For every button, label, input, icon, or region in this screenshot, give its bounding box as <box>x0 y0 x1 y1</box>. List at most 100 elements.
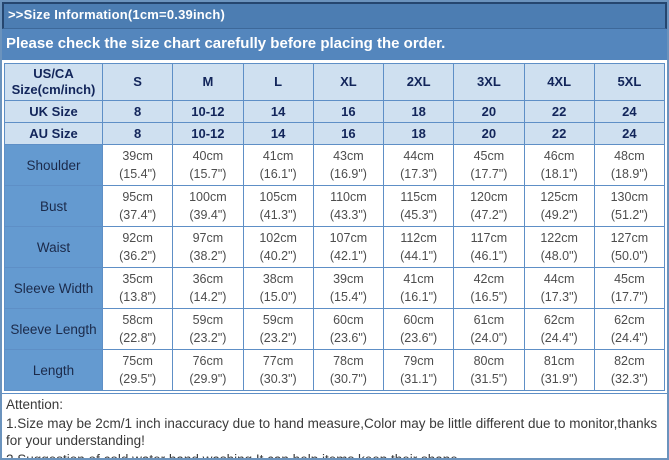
size-column-xl: XL <box>312 63 385 101</box>
value-inch: (24.0") <box>470 331 508 345</box>
measurement-value-cell: 45cm (17.7") <box>593 267 666 309</box>
region-value-cell: 14 <box>242 122 314 145</box>
value-inch: (15.4") <box>329 290 367 304</box>
corner-header-line1: US/CA <box>33 65 74 81</box>
size-table: US/CA Size(cm/inch) S M L XL 2XL 3XL 4XL 5XL UK… <box>4 63 666 391</box>
region-value-cell: 22 <box>523 122 595 145</box>
value-cm: 60cm <box>333 312 364 327</box>
value-inch: (15.7") <box>189 167 227 181</box>
size-columns-row: US/CA Size(cm/inch) S M L XL 2XL 3XL 4XL 5XL <box>4 63 666 101</box>
value-cm: 110cm <box>330 189 367 204</box>
value-inch: (46.1") <box>470 249 508 263</box>
value-cm: 45cm <box>614 271 645 286</box>
value-inch: (42.1") <box>329 249 367 263</box>
value-cm: 97cm <box>192 230 224 245</box>
measurement-value-cell: 62cm (24.4") <box>523 308 595 350</box>
measurement-value-cell: 125cm (49.2") <box>523 185 595 227</box>
size-table-body: UK Size 8 10-12 14 16 18 20 22 24 AU Size 8 10-12 14… <box>4 100 666 391</box>
value-cm: 100cm <box>189 189 227 204</box>
measurement-value-cell: 60cm (23.6") <box>382 308 455 350</box>
value-inch: (29.5") <box>119 372 157 386</box>
value-cm: 59cm <box>262 312 294 327</box>
value-inch: (15.0") <box>259 290 297 304</box>
value-inch: (15.4") <box>119 167 157 181</box>
region-value-cell: 16 <box>312 100 385 123</box>
region-row-au-size: AU Size 8 10-12 14 16 18 20 22 24 <box>4 122 666 145</box>
value-cm: 95cm <box>122 189 153 204</box>
measurement-value-cell: 46cm (18.1") <box>523 144 595 186</box>
measurement-value-cell: 112cm (44.1") <box>382 226 455 268</box>
value-cm: 40cm <box>192 148 224 163</box>
measurement-value-cell: 38cm (15.0") <box>242 267 314 309</box>
value-inch: (23.6") <box>400 331 438 345</box>
region-label-uk-size: UK Size <box>4 100 103 123</box>
value-cm: 39cm <box>333 271 364 286</box>
value-inch: (18.1") <box>540 167 578 181</box>
value-inch: (29.9") <box>189 372 227 386</box>
measurement-value-cell: 59cm (23.2") <box>172 308 244 350</box>
value-cm: 48cm <box>614 148 645 163</box>
measurement-value-cell: 44cm (17.3") <box>382 144 455 186</box>
value-cm: 102cm <box>259 230 297 245</box>
value-inch: (48.0") <box>540 249 578 263</box>
region-value-cell: 10-12 <box>172 100 244 123</box>
value-cm: 45cm <box>473 148 505 163</box>
measurement-value-cell: 45cm (17.7") <box>453 144 525 186</box>
value-inch: (16.1") <box>259 167 297 181</box>
attention-heading: Attention: <box>6 397 64 412</box>
measurement-row-waist: Waist 92cm (36.2") 97cm (38.2") 102cm (40.2") 1… <box>4 226 666 268</box>
value-inch: (23.2") <box>189 331 227 345</box>
region-label-au-size: AU Size <box>4 122 103 145</box>
value-inch: (17.3") <box>540 290 578 304</box>
value-inch: (17.7") <box>470 167 508 181</box>
value-inch: (38.2") <box>189 249 227 263</box>
measurement-value-cell: 117cm (46.1") <box>453 226 525 268</box>
value-cm: 130cm <box>610 189 649 204</box>
measurement-label-waist: Waist <box>4 226 103 268</box>
banner-subtitle: Please check the size chart carefully be… <box>2 29 667 60</box>
measurement-value-cell: 41cm (16.1") <box>382 267 455 309</box>
region-value-cell: 24 <box>593 122 666 145</box>
value-inch: (45.3") <box>400 208 438 222</box>
value-inch: (16.9") <box>329 167 367 181</box>
value-inch: (44.1") <box>400 249 438 263</box>
value-inch: (30.7") <box>329 372 367 386</box>
attention-note-2: 2.Suggestion of cold water hand washing.… <box>6 451 462 460</box>
measurement-value-cell: 36cm (14.2") <box>172 267 244 309</box>
measurement-value-cell: 82cm (32.3") <box>593 349 666 391</box>
value-cm: 36cm <box>192 271 224 286</box>
measurement-label-length: Length <box>4 349 103 391</box>
value-inch: (23.2") <box>259 331 297 345</box>
value-cm: 35cm <box>122 271 153 286</box>
measurement-label-sleeve-width: Sleeve Width <box>4 267 103 309</box>
measurement-value-cell: 61cm (24.0") <box>453 308 525 350</box>
measurement-value-cell: 102cm (40.2") <box>242 226 314 268</box>
value-cm: 117cm <box>470 230 508 245</box>
measurement-value-cell: 100cm (39.4") <box>172 185 244 227</box>
measurement-label-sleeve-length: Sleeve Length <box>4 308 103 350</box>
measurement-value-cell: 76cm (29.9") <box>172 349 244 391</box>
value-inch: (51.2") <box>610 208 648 222</box>
value-cm: 61cm <box>473 312 505 327</box>
size-column-4xl: 4XL <box>523 63 595 101</box>
measurement-value-cell: 120cm (47.2") <box>453 185 525 227</box>
measurement-value-cell: 110cm (43.3") <box>312 185 385 227</box>
measurement-value-cell: 39cm (15.4") <box>101 144 174 186</box>
measurement-row-sleeve-width: Sleeve Width 35cm (13.8") 36cm (14.2") 38cm (1… <box>4 267 666 309</box>
measurement-value-cell: 115cm (45.3") <box>382 185 455 227</box>
size-column-5xl: 5XL <box>593 63 666 101</box>
value-cm: 44cm <box>543 271 575 286</box>
measurement-value-cell: 44cm (17.3") <box>523 267 595 309</box>
measurement-value-cell: 81cm (31.9") <box>523 349 595 391</box>
measurement-value-cell: 59cm (23.2") <box>242 308 314 350</box>
size-column-s: S <box>101 63 174 101</box>
measurement-value-cell: 62cm (24.4") <box>593 308 666 350</box>
measurement-row-length: Length 75cm (29.5") 76cm (29.9") 77cm (30.3") 7… <box>4 349 666 391</box>
value-cm: 41cm <box>262 148 294 163</box>
value-inch: (31.1") <box>400 372 438 386</box>
measurement-value-cell: 43cm (16.9") <box>312 144 385 186</box>
value-inch: (24.4") <box>540 331 578 345</box>
value-inch: (47.2") <box>470 208 508 222</box>
value-cm: 43cm <box>333 148 364 163</box>
